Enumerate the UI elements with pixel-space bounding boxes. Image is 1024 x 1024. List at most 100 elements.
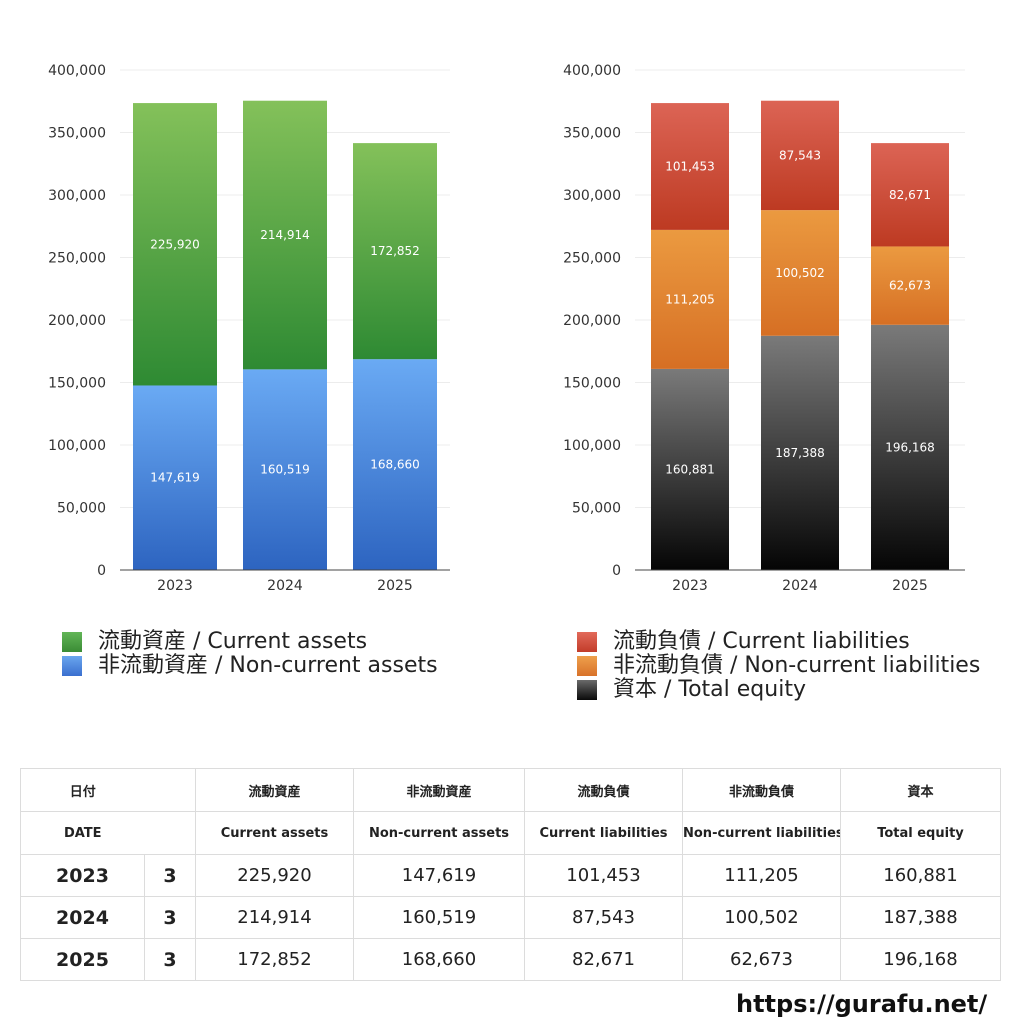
y-tick-label: 350,000	[48, 126, 106, 142]
row-month: 3	[144, 896, 196, 939]
y-tick-label: 50,000	[572, 501, 621, 517]
legend-item-non-current-liabilities: 非流動負債 / Non-current liabilities	[577, 654, 980, 678]
x-tick-label: 2025	[892, 578, 928, 594]
bar-segment	[871, 324, 949, 570]
x-tick-label: 2023	[157, 578, 193, 594]
data-label: 87,543	[779, 148, 821, 162]
cell-total-equity: 160,881	[840, 854, 1001, 897]
header-non-current-assets-jp: 非流動資産	[353, 768, 525, 812]
y-tick-label: 400,000	[48, 63, 106, 79]
data-label: 172,852	[370, 244, 420, 258]
data-label: 100,502	[775, 266, 825, 280]
data-label: 111,205	[665, 292, 715, 306]
y-tick-label: 150,000	[563, 376, 621, 392]
y-tick-label: 150,000	[48, 376, 106, 392]
data-label: 225,920	[150, 237, 200, 251]
bar-segment	[651, 229, 729, 369]
table-header-en: DATE Current assets Non-current assets C…	[20, 811, 1001, 855]
header-current-assets-jp: 流動資産	[195, 768, 354, 812]
y-tick-label: 300,000	[563, 188, 621, 204]
legend-item-current-liabilities: 流動負債 / Current liabilities	[577, 630, 980, 654]
data-label: 101,453	[665, 159, 715, 173]
data-label: 160,519	[260, 463, 310, 477]
data-label: 187,388	[775, 446, 825, 460]
y-tick-label: 0	[612, 563, 621, 579]
y-tick-label: 300,000	[48, 188, 106, 204]
header-non-current-assets-en: Non-current assets	[353, 811, 525, 855]
cell-non-current-assets: 147,619	[353, 854, 525, 897]
bar-segment	[243, 369, 327, 570]
bar-segment	[871, 143, 949, 247]
row-year: 2023	[20, 854, 145, 897]
cell-current-liabilities: 101,453	[524, 854, 683, 897]
data-label: 168,660	[370, 458, 420, 472]
header-non-current-liabilities-en: Non-current liabilities	[682, 811, 841, 855]
cell-current-liabilities: 87,543	[524, 896, 683, 939]
legend-item-current-assets: 流動資産 / Current assets	[62, 630, 438, 654]
cell-non-current-assets: 168,660	[353, 938, 525, 981]
row-year: 2024	[20, 896, 145, 939]
table-row: 2025 3 172,852 168,660 82,671 62,673 196…	[20, 938, 1001, 981]
bar-segment	[761, 100, 839, 211]
y-tick-label: 100,000	[563, 438, 621, 454]
bar-segment	[761, 210, 839, 336]
liabilities-equity-stacked-bar-chart: 0 50,000 100,000 150,000 200,000 250,000 300,0…	[563, 63, 965, 594]
cell-current-assets: 225,920	[195, 854, 354, 897]
data-label: 160,881	[665, 462, 715, 476]
legend-swatch	[577, 680, 597, 700]
header-total-equity-jp: 資本	[840, 768, 1001, 812]
y-tick-label: 200,000	[563, 313, 621, 329]
cell-total-equity: 187,388	[840, 896, 1001, 939]
site-url[interactable]: https://gurafu.net/	[736, 990, 988, 1018]
bar-segment	[353, 143, 437, 360]
legend-label: 非流動資産 / Non-current assets	[98, 653, 438, 678]
header-current-assets-en: Current assets	[195, 811, 354, 855]
header-current-liabilities-en: Current liabilities	[524, 811, 683, 855]
y-tick-label: 250,000	[563, 251, 621, 267]
cell-current-liabilities: 82,671	[524, 938, 683, 981]
row-year: 2025	[20, 938, 145, 981]
y-tick-label: 250,000	[48, 251, 106, 267]
row-month: 3	[144, 854, 196, 897]
legend-swatch	[577, 656, 597, 676]
bar-segment	[651, 368, 729, 570]
legend-item-non-current-assets: 非流動資産 / Non-current assets	[62, 654, 438, 678]
legend-label: 資本 / Total equity	[613, 677, 806, 702]
legend-swatch	[577, 632, 597, 652]
x-tick-label: 2025	[377, 578, 413, 594]
header-spacer	[144, 811, 196, 855]
data-label: 196,168	[885, 440, 935, 454]
cell-non-current-liabilities: 111,205	[682, 854, 841, 897]
header-spacer	[144, 768, 196, 812]
cell-current-assets: 214,914	[195, 896, 354, 939]
legend-right: 流動負債 / Current liabilities 非流動負債 / Non-c…	[577, 630, 980, 702]
y-tick-label: 200,000	[48, 313, 106, 329]
legend-item-total-equity: 資本 / Total equity	[577, 678, 980, 702]
header-date-jp: 日付	[20, 768, 145, 812]
legend-label: 非流動負債 / Non-current liabilities	[613, 653, 981, 678]
data-label: 147,619	[150, 471, 200, 485]
legend-left: 流動資産 / Current assets 非流動資産 / Non-curren…	[62, 630, 438, 678]
bar-segment	[133, 385, 217, 570]
header-date-en: DATE	[20, 811, 145, 855]
x-tick-label: 2023	[672, 578, 708, 594]
cell-non-current-assets: 160,519	[353, 896, 525, 939]
legend-swatch	[62, 656, 82, 676]
bar-segment	[243, 100, 327, 370]
table-row: 2023 3 225,920 147,619 101,453 111,205 1…	[20, 854, 1001, 897]
legend-swatch	[62, 632, 82, 652]
y-tick-label: 100,000	[48, 438, 106, 454]
x-tick-label: 2024	[267, 578, 303, 594]
cell-non-current-liabilities: 100,502	[682, 896, 841, 939]
header-current-liabilities-jp: 流動負債	[524, 768, 683, 812]
y-tick-label: 400,000	[563, 63, 621, 79]
cell-non-current-liabilities: 62,673	[682, 938, 841, 981]
y-tick-label: 0	[97, 563, 106, 579]
header-non-current-liabilities-jp: 非流動負債	[682, 768, 841, 812]
data-label: 82,671	[889, 188, 931, 202]
bar-segment	[761, 335, 839, 570]
cell-current-assets: 172,852	[195, 938, 354, 981]
row-month: 3	[144, 938, 196, 981]
bar-segment	[353, 359, 437, 570]
bar-segment	[871, 246, 949, 325]
